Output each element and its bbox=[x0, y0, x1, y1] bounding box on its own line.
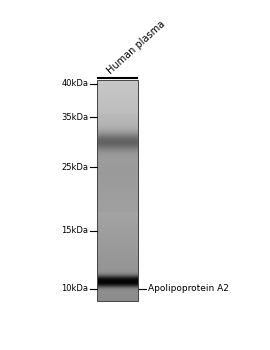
Text: 15kDa: 15kDa bbox=[61, 226, 88, 235]
Text: Apolipoprotein A2: Apolipoprotein A2 bbox=[148, 284, 229, 293]
Text: 25kDa: 25kDa bbox=[61, 163, 88, 172]
Bar bbox=[97, 80, 139, 301]
Text: 40kDa: 40kDa bbox=[61, 79, 88, 88]
Text: 10kDa: 10kDa bbox=[61, 284, 88, 293]
Text: 35kDa: 35kDa bbox=[61, 113, 88, 122]
Text: Human plasma: Human plasma bbox=[106, 19, 167, 76]
